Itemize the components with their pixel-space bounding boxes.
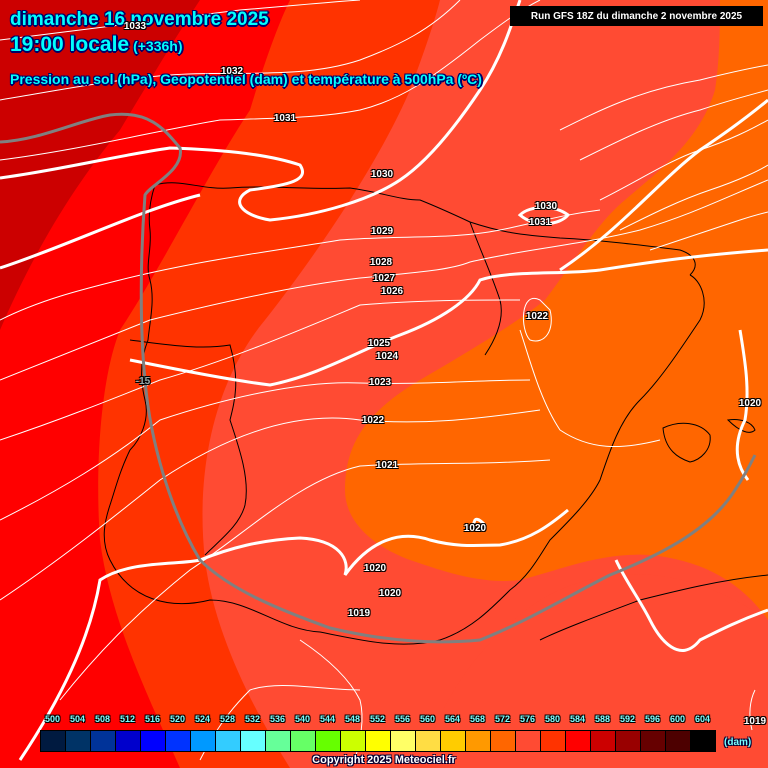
legend-label: 588 — [594, 714, 611, 724]
legend-swatch — [641, 731, 666, 751]
legend-unit: (dam) — [724, 737, 752, 748]
isobar-label: 1031 — [528, 217, 552, 228]
forecast-time: 19:00 locale (+336h) — [10, 34, 183, 55]
isobar-label: 1022 — [361, 415, 385, 426]
legend-swatch — [491, 731, 516, 751]
isobar-label: 1028 — [369, 257, 393, 268]
legend-swatch — [116, 731, 141, 751]
isobar-label: 1019 — [347, 608, 371, 619]
legend-swatch — [391, 731, 416, 751]
map-parameters: Pression au sol (hPa), Geopotentiel (dam… — [10, 71, 482, 87]
isobar-label: 1030 — [370, 169, 394, 180]
legend-swatch — [216, 731, 241, 751]
legend-swatch — [41, 731, 66, 751]
legend-label: 584 — [569, 714, 586, 724]
copyright: Copyright 2025 Meteociel.fr — [312, 754, 456, 766]
legend-swatch — [591, 731, 616, 751]
legend-swatch — [616, 731, 641, 751]
forecast-date: dimanche 16 novembre 2025 — [10, 9, 269, 30]
legend-label: 520 — [169, 714, 186, 724]
legend-swatch — [66, 731, 91, 751]
legend-swatch — [466, 731, 491, 751]
forecast-step: (+336h) — [133, 38, 183, 54]
legend-label: 592 — [619, 714, 636, 724]
legend-label: 504 — [69, 714, 86, 724]
legend-label: 544 — [319, 714, 336, 724]
legend-swatch — [316, 731, 341, 751]
isobar-label: 1022 — [525, 311, 549, 322]
legend-label: 516 — [144, 714, 161, 724]
isobar-label: 1023 — [368, 377, 392, 388]
legend-swatch — [666, 731, 691, 751]
legend-swatch — [291, 731, 316, 751]
isobar-label: 1021 — [375, 460, 399, 471]
legend-label: 512 — [119, 714, 136, 724]
isobar-label: 1025 — [367, 338, 391, 349]
isobar-label: 1020 — [378, 588, 402, 599]
legend-swatch — [691, 731, 715, 751]
legend-label: 508 — [94, 714, 111, 724]
geopotential-field-568 — [345, 0, 768, 620]
geopotential-field-572-south — [420, 574, 768, 768]
legend-label: 568 — [469, 714, 486, 724]
legend-label: 572 — [494, 714, 511, 724]
legend-swatch — [91, 731, 116, 751]
legend-label: 532 — [244, 714, 261, 724]
legend-color-bar — [40, 730, 716, 752]
legend-label: 536 — [269, 714, 286, 724]
forecast-local-time: 19:00 locale — [10, 33, 130, 56]
legend-label: 600 — [669, 714, 686, 724]
legend-swatch — [191, 731, 216, 751]
isobar-label: 1033 — [123, 21, 147, 32]
isobar-label: 1019 — [743, 716, 767, 727]
isobar-label: 1024 — [375, 351, 399, 362]
legend-swatch — [441, 731, 466, 751]
legend-swatch — [141, 731, 166, 751]
legend-swatch — [266, 731, 291, 751]
legend-label: 564 — [444, 714, 461, 724]
legend-label: 576 — [519, 714, 536, 724]
isobar-label: 1029 — [370, 226, 394, 237]
legend-label: 500 — [44, 714, 61, 724]
legend-label: 524 — [194, 714, 211, 724]
isobar-label: 1030 — [534, 201, 558, 212]
legend-label: 540 — [294, 714, 311, 724]
isotherm-label: -15 — [135, 376, 151, 387]
model-run-label: Run GFS 18Z du dimanche 2 novembre 2025 — [510, 6, 763, 26]
legend-label: 528 — [219, 714, 236, 724]
legend-swatch — [416, 731, 441, 751]
legend-swatch — [366, 731, 391, 751]
legend-swatch — [341, 731, 366, 751]
legend-swatch — [241, 731, 266, 751]
legend-label: 604 — [694, 714, 711, 724]
isobar-label: 1026 — [380, 286, 404, 297]
isobar-label: 1031 — [273, 113, 297, 124]
legend-swatch — [541, 731, 566, 751]
legend-label: 596 — [644, 714, 661, 724]
legend-swatch — [566, 731, 591, 751]
legend-swatch — [166, 731, 191, 751]
legend-label: 556 — [394, 714, 411, 724]
isobar-label: 1032 — [220, 66, 244, 77]
legend-swatch — [516, 731, 541, 751]
isobar-label: 1020 — [463, 523, 487, 534]
isobar-label: 1020 — [363, 563, 387, 574]
legend-label: 552 — [369, 714, 386, 724]
legend-label: 548 — [344, 714, 361, 724]
isobar-label: 1027 — [372, 273, 396, 284]
legend-labels: 500 504 508 512 516 520 524 528 532 536 540 544 548 5… — [40, 714, 716, 728]
legend-label: 580 — [544, 714, 561, 724]
legend-label: 560 — [419, 714, 436, 724]
isotherm-500hpa — [0, 112, 757, 644]
isobar-label: 1020 — [738, 398, 762, 409]
